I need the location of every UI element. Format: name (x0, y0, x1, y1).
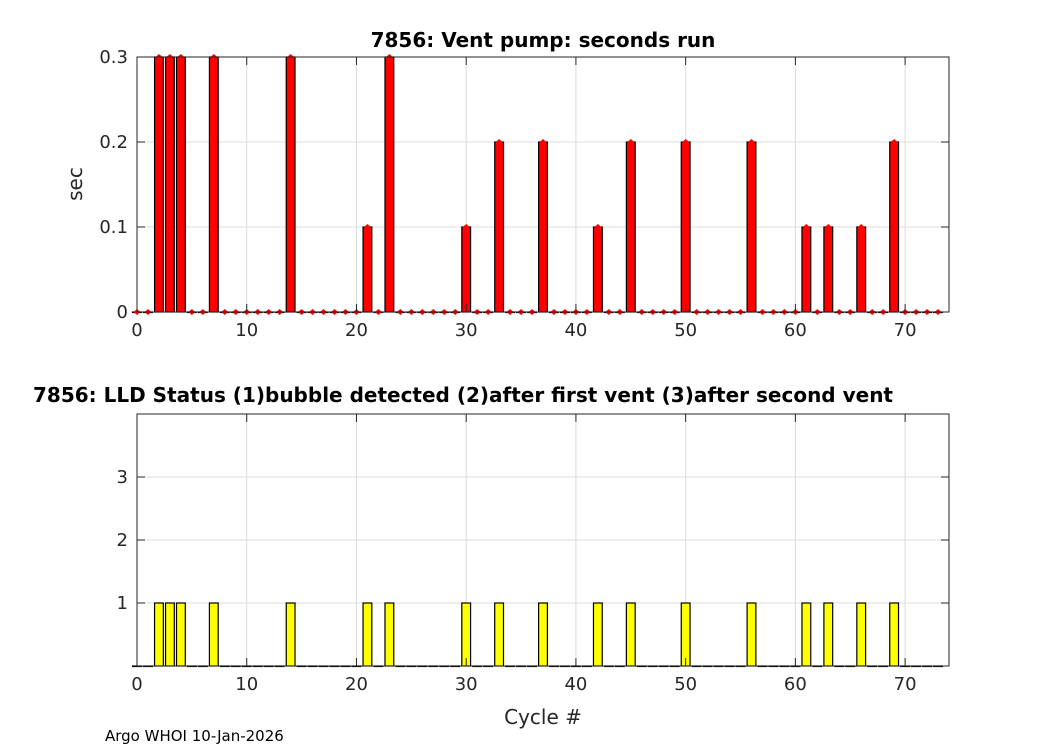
bottom-chart: 0 10 20 30 40 50 60 70 1 2 3 (117, 413, 950, 695)
bar (362, 226, 373, 313)
bar (538, 602, 548, 667)
data-marker (363, 224, 371, 230)
bar (208, 602, 219, 667)
bar (746, 602, 757, 667)
x-tick-label: 10 (235, 674, 258, 695)
x-tick-label: 70 (894, 320, 917, 341)
x-tick-label: 40 (564, 320, 587, 341)
bar (494, 141, 505, 313)
data-marker (462, 224, 470, 230)
bar (592, 226, 603, 313)
data-marker (627, 139, 635, 145)
bar (801, 602, 812, 667)
x-tick-label: 50 (674, 674, 697, 695)
data-marker (857, 224, 865, 230)
bar (175, 56, 186, 313)
bar (889, 141, 900, 313)
bottom-chart-title: 7856: LLD Status (1)bubble detected (2)a… (33, 383, 893, 407)
bar (889, 602, 900, 667)
bar (494, 602, 505, 667)
bar (625, 602, 636, 667)
x-tick-label: 20 (345, 674, 368, 695)
data-marker (495, 139, 503, 145)
data-marker (594, 224, 602, 230)
bar (856, 602, 867, 667)
bar (384, 56, 395, 313)
bar (625, 141, 636, 313)
x-tick-label: 20 (345, 320, 368, 341)
x-tick-label: 60 (784, 674, 807, 695)
bar (746, 141, 757, 313)
bar (164, 56, 175, 313)
bar (384, 602, 395, 667)
bar (164, 602, 175, 667)
bar (175, 602, 186, 667)
bar (801, 226, 812, 313)
x-tick-label: 40 (564, 674, 587, 695)
x-tick-label: 30 (455, 320, 478, 341)
y-tick-label: 0.3 (99, 47, 128, 68)
bar (823, 602, 834, 667)
bar (680, 602, 691, 667)
data-marker (824, 224, 832, 230)
bar (680, 141, 691, 313)
x-tick-label: 70 (894, 674, 917, 695)
y-tick-label: 1 (117, 593, 128, 614)
axes-box (136, 56, 950, 313)
x-tick-label: 10 (235, 320, 258, 341)
y-tick-label: 3 (117, 467, 128, 488)
y-tick-label: 0 (117, 302, 128, 323)
bottom-x-axis-label: Cycle # (504, 705, 582, 729)
top-chart: 0 10 20 30 40 50 60 70 0 0.1 0.2 0.3 (99, 47, 950, 341)
bar (362, 602, 373, 667)
bar (208, 56, 219, 313)
y-tick-label: 0.1 (99, 217, 128, 238)
bar (856, 226, 867, 313)
y-tick-label: 0.2 (99, 132, 128, 153)
bar (285, 602, 296, 667)
bar (461, 602, 472, 667)
data-marker (802, 224, 810, 230)
bar (461, 226, 472, 313)
x-tick-label: 60 (784, 320, 807, 341)
bar (153, 602, 164, 667)
bar (285, 56, 296, 313)
x-tick-label: 30 (455, 674, 478, 695)
data-marker (539, 139, 547, 145)
bar (592, 602, 603, 667)
bar (153, 56, 164, 313)
bar (823, 226, 834, 313)
bar (538, 141, 548, 313)
top-y-axis-label: sec (63, 167, 87, 201)
data-marker (682, 139, 690, 145)
y-tick-label: 2 (117, 530, 128, 551)
x-tick-label: 0 (131, 674, 142, 695)
footer-credit: Argo WHOI 10-Jan-2026 (105, 727, 284, 745)
top-chart-title: 7856: Vent pump: seconds run (371, 28, 716, 52)
x-tick-label: 0 (131, 320, 142, 341)
data-marker (890, 139, 898, 145)
data-marker (747, 139, 755, 145)
x-tick-label: 50 (674, 320, 697, 341)
